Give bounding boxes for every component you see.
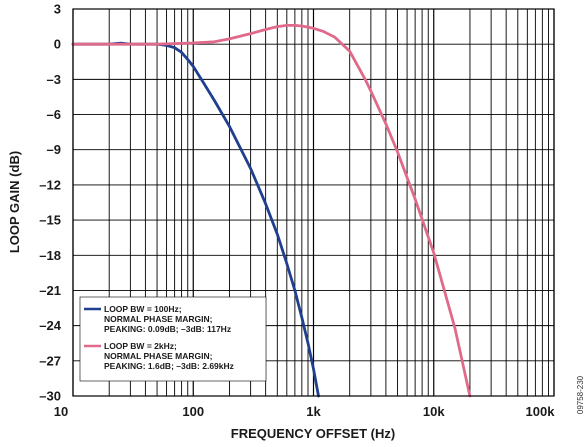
- legend-loop-bw-100hz-line-1: LOOP BW = 100Hz;: [104, 304, 182, 314]
- y-tick-label: –21: [39, 283, 61, 298]
- y-tick-labels: 3 0 –3 –6 –9 –12 –15 –18 –21 –24 –27 –30: [39, 2, 61, 404]
- legend-loop-bw-2khz-line-3: PEAKING: 1.6dB; –3dB: 2.69kHz: [104, 361, 234, 371]
- curve-loop-bw-2khz: [71, 24, 472, 398]
- y-axis-label: LOOP GAIN (dB): [7, 151, 22, 253]
- curves: [71, 24, 472, 398]
- y-tick-label: –6: [47, 107, 61, 122]
- x-tick-labels: 10 100 1k 10k 100k: [54, 404, 555, 419]
- y-tick-label: –18: [39, 248, 61, 263]
- legend-loop-bw-100hz-line-3: PEAKING: 0.09dB; –3dB: 117Hz: [104, 324, 231, 334]
- y-tick-label: –27: [39, 353, 61, 368]
- y-tick-label: –9: [47, 142, 61, 157]
- legend-loop-bw-2khz-line-1: LOOP BW = 2kHz;: [104, 341, 177, 351]
- y-tick-label: 0: [54, 37, 61, 52]
- x-tick-label: 10k: [423, 404, 445, 419]
- plot-frame: [72, 8, 555, 397]
- legend-loop-bw-2khz-line-2: NORMAL PHASE MARGIN;: [104, 351, 213, 361]
- figure-id: 09758-230: [576, 375, 585, 414]
- y-tick-label: 3: [54, 2, 61, 17]
- x-tick-label: 100: [182, 404, 204, 419]
- legend: LOOP BW = 100Hz; NORMAL PHASE MARGIN; PE…: [79, 296, 267, 382]
- x-tick-label: 1k: [306, 404, 321, 419]
- y-tick-label: –30: [39, 389, 61, 404]
- y-tick-label: –24: [39, 318, 61, 333]
- y-tick-label: –15: [39, 213, 61, 228]
- x-tick-label: 10: [54, 404, 68, 419]
- y-tick-label: –12: [39, 177, 61, 192]
- y-tick-label: –3: [47, 72, 61, 87]
- legend-loop-bw-100hz-line-2: NORMAL PHASE MARGIN;: [104, 314, 213, 324]
- x-axis-label: FREQUENCY OFFSET (Hz): [231, 426, 395, 441]
- legend-box: [79, 296, 267, 382]
- x-tick-label: 100k: [526, 404, 556, 419]
